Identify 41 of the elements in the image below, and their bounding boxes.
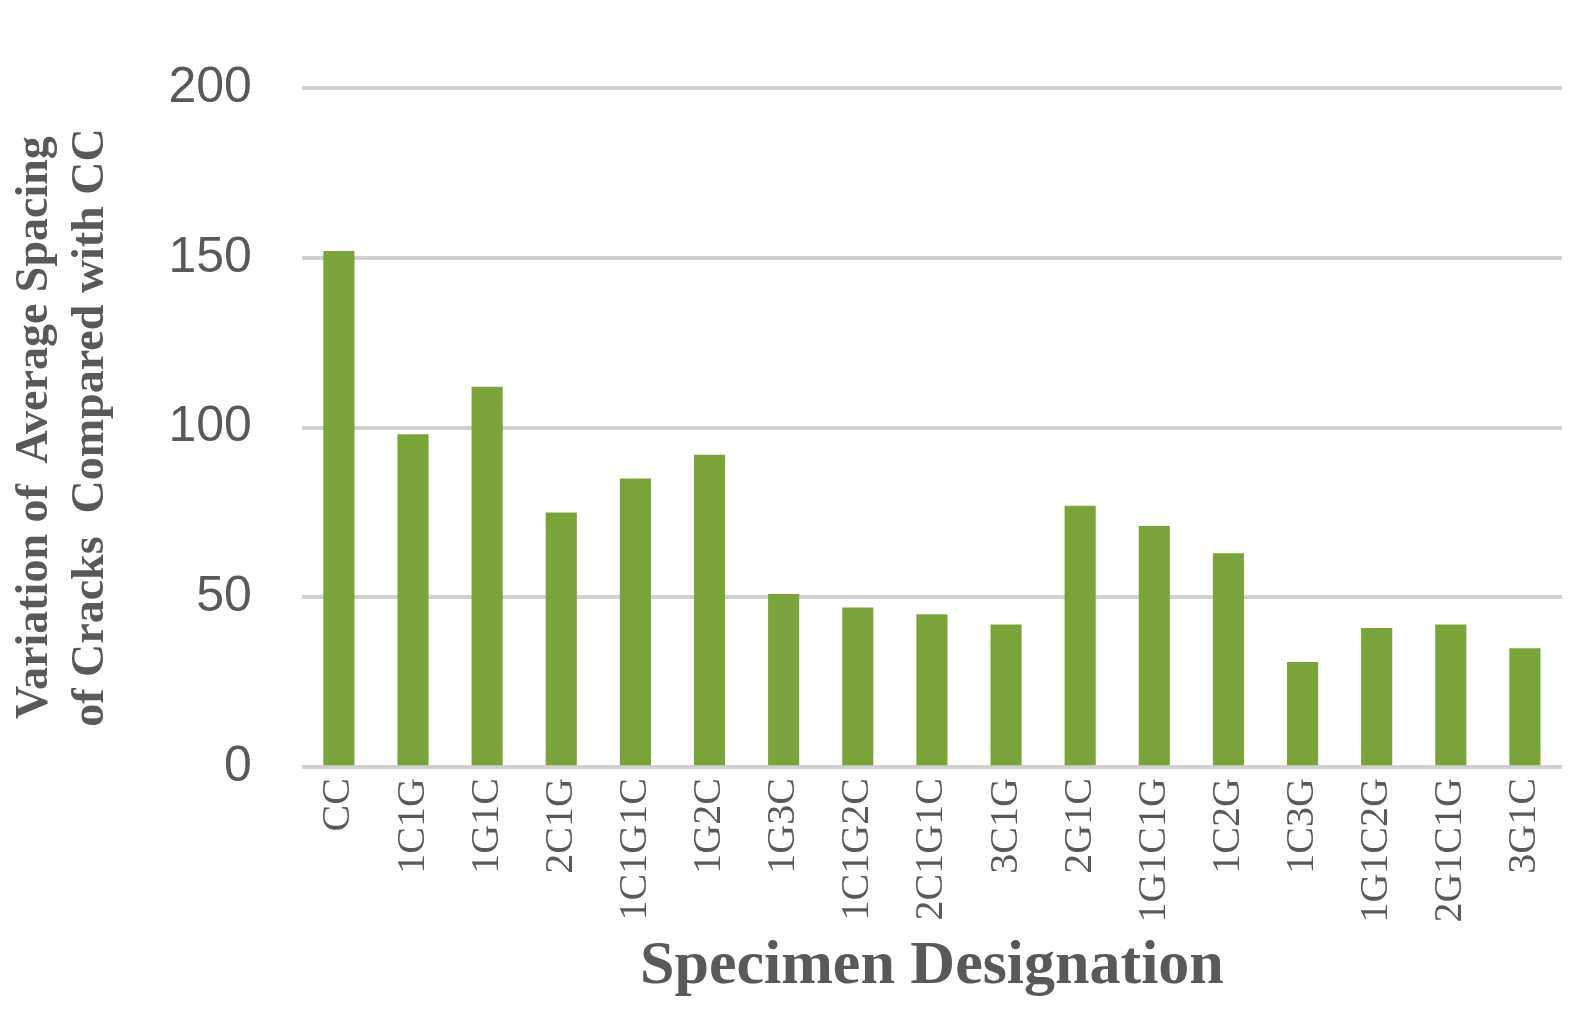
y-tick-label: 100 bbox=[168, 396, 252, 453]
y-tick-label: 0 bbox=[224, 735, 252, 792]
bar bbox=[1064, 505, 1096, 766]
x-tick-label: 3C1G bbox=[980, 778, 1026, 874]
x-tick-label: 1C2G bbox=[1202, 778, 1248, 874]
bar bbox=[1435, 624, 1467, 766]
bar bbox=[990, 624, 1022, 766]
x-tick-label: CC bbox=[313, 778, 359, 832]
x-tick-label: 2C1G bbox=[535, 778, 581, 874]
y-tick-label: 200 bbox=[168, 56, 252, 113]
bar bbox=[1286, 661, 1319, 766]
y-tick-label: 150 bbox=[168, 226, 252, 283]
x-tick-label: 1C3G bbox=[1277, 778, 1323, 874]
x-tick-label: 1C1G1C bbox=[609, 778, 655, 921]
x-tick-label: 1G1C1G bbox=[1128, 778, 1174, 923]
bar bbox=[768, 593, 800, 766]
bar bbox=[619, 478, 651, 766]
x-tick-label: 3G1C bbox=[1499, 778, 1545, 874]
y-axis-title: Variation of Average Spacing of Cracks Compared with CC bbox=[6, 128, 113, 727]
x-axis-title: Specimen Designation bbox=[639, 927, 1224, 996]
x-tick-label: 1G3C bbox=[758, 778, 804, 874]
x-tick-label: 1G1C2G bbox=[1351, 778, 1397, 923]
bar bbox=[1361, 627, 1393, 766]
bar bbox=[916, 614, 948, 766]
x-tick-label: 1C1G bbox=[387, 778, 433, 874]
x-tick-label: 1C1G2C bbox=[832, 778, 878, 921]
bar bbox=[397, 434, 429, 766]
x-tick-label: 2G1C bbox=[1054, 778, 1100, 874]
bar bbox=[471, 386, 503, 766]
bar bbox=[545, 512, 577, 766]
bar bbox=[1212, 553, 1244, 766]
bar bbox=[842, 607, 874, 766]
x-tick-label: 1G1C bbox=[461, 778, 507, 874]
x-tick-label: 2G1C1G bbox=[1425, 778, 1471, 923]
bar bbox=[323, 251, 355, 766]
x-tick-label: 2C1G1C bbox=[906, 778, 952, 921]
bar bbox=[1509, 648, 1541, 766]
bar bbox=[1138, 526, 1170, 766]
bar bbox=[693, 454, 726, 766]
y-tick-label: 50 bbox=[196, 566, 252, 623]
x-tick-label: 1G2C bbox=[684, 778, 730, 874]
